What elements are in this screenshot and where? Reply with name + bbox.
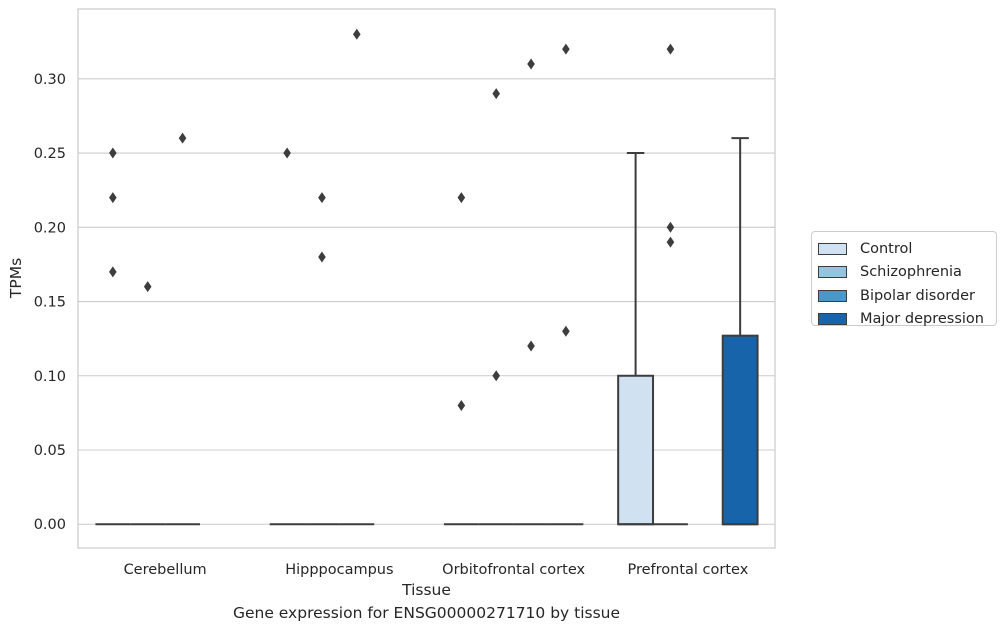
y-tick-label: 0.15 bbox=[34, 295, 66, 311]
gridlines bbox=[78, 78, 775, 525]
outlier-point bbox=[353, 28, 361, 40]
box-major-depression bbox=[721, 137, 759, 526]
legend-swatch bbox=[818, 313, 847, 326]
outlier-point bbox=[457, 192, 466, 204]
outlier-point bbox=[527, 58, 535, 70]
legend: Control Schizophrenia Bipolar disorder Majo… bbox=[811, 231, 997, 327]
outlier-point bbox=[562, 43, 570, 55]
x-tick-label: Hipppocampus bbox=[285, 562, 393, 578]
y-tick-label: 0.05 bbox=[34, 443, 66, 459]
legend-label: Bipolar disorder bbox=[860, 287, 975, 304]
y-tick-label: 0.20 bbox=[34, 220, 66, 236]
plot-area-frame bbox=[77, 8, 776, 549]
legend-label: Control bbox=[860, 240, 913, 257]
legend-label: Major depression bbox=[860, 311, 984, 328]
legend-item: Schizophrenia bbox=[818, 261, 996, 285]
outlier-point bbox=[492, 88, 500, 100]
outlier-point bbox=[666, 221, 675, 233]
box-body bbox=[721, 334, 759, 526]
y-tick-label: 0.00 bbox=[34, 517, 66, 533]
x-tick-label: Orbitofrontal cortex bbox=[442, 562, 585, 578]
x-axis-label: Tissue bbox=[401, 581, 451, 599]
outlier-point bbox=[178, 132, 187, 144]
outlier-point bbox=[143, 281, 152, 293]
boxes bbox=[95, 137, 759, 526]
box-control bbox=[617, 152, 655, 526]
outlier-point bbox=[666, 236, 675, 248]
outlier-point bbox=[492, 370, 500, 382]
legend-swatch bbox=[818, 266, 847, 279]
x-axis-ticks: Cerebellum Hipppocampus Orbitofrontal cort… bbox=[124, 562, 749, 578]
outlier-point bbox=[109, 192, 117, 204]
outlier-points bbox=[109, 28, 675, 411]
legend-item: Major depression bbox=[818, 308, 996, 332]
outlier-point bbox=[109, 266, 117, 278]
outlier-point bbox=[457, 399, 466, 411]
y-axis-ticks: 0.00 0.05 0.10 0.15 0.20 0.25 0.30 bbox=[34, 72, 66, 533]
chart-caption: Gene expression for ENSG00000271710 by t… bbox=[232, 604, 621, 622]
legend-label: Schizophrenia bbox=[860, 264, 962, 281]
outlier-point bbox=[666, 43, 675, 55]
outlier-point bbox=[318, 251, 326, 263]
legend-swatch bbox=[818, 242, 847, 255]
x-tick-label: Cerebellum bbox=[124, 562, 207, 578]
outlier-point bbox=[283, 147, 291, 159]
y-tick-label: 0.30 bbox=[34, 72, 66, 88]
legend-swatch bbox=[818, 289, 847, 302]
x-tick-label: Prefrontal cortex bbox=[627, 562, 748, 578]
outlier-point bbox=[527, 340, 535, 352]
box-body bbox=[617, 374, 655, 526]
legend-item: Control bbox=[818, 237, 996, 261]
outlier-point bbox=[318, 192, 326, 204]
y-tick-label: 0.25 bbox=[34, 146, 66, 162]
y-axis-label: TPMs bbox=[7, 258, 25, 299]
y-tick-label: 0.10 bbox=[34, 369, 66, 385]
legend-item: Bipolar disorder bbox=[818, 284, 996, 308]
outlier-point bbox=[562, 325, 570, 337]
outlier-point bbox=[109, 147, 117, 159]
